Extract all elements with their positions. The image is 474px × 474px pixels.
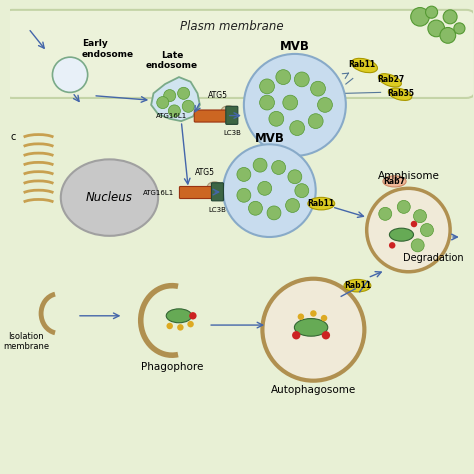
FancyBboxPatch shape [194, 110, 228, 122]
Ellipse shape [390, 228, 413, 241]
Circle shape [237, 188, 251, 202]
Circle shape [53, 57, 88, 92]
Circle shape [440, 27, 456, 43]
Text: Early
endosome: Early endosome [82, 39, 134, 59]
Text: Rab11: Rab11 [344, 281, 371, 290]
Circle shape [411, 8, 429, 26]
Text: Autophagosome: Autophagosome [271, 385, 356, 395]
Text: Isolation
membrane: Isolation membrane [3, 332, 49, 351]
Circle shape [223, 144, 316, 237]
Circle shape [420, 224, 433, 237]
Circle shape [379, 207, 392, 220]
Text: Rab27: Rab27 [377, 75, 404, 84]
Circle shape [157, 97, 169, 109]
Circle shape [166, 323, 173, 329]
Ellipse shape [61, 159, 158, 236]
Circle shape [298, 313, 304, 320]
Polygon shape [151, 77, 200, 121]
Circle shape [292, 331, 301, 339]
Circle shape [177, 324, 183, 331]
FancyBboxPatch shape [180, 186, 213, 199]
Text: Phagophore: Phagophore [141, 362, 203, 372]
Circle shape [454, 23, 465, 34]
Circle shape [426, 6, 438, 18]
Text: Rab7: Rab7 [383, 177, 406, 186]
Text: Amphisome: Amphisome [377, 172, 439, 182]
Text: c: c [11, 132, 16, 142]
Ellipse shape [221, 106, 236, 116]
Circle shape [397, 201, 410, 213]
Circle shape [267, 206, 281, 220]
Circle shape [322, 331, 330, 339]
Circle shape [258, 182, 272, 195]
Circle shape [308, 114, 323, 128]
Text: Rab11: Rab11 [308, 199, 335, 208]
Circle shape [260, 79, 274, 94]
Circle shape [428, 20, 445, 37]
FancyBboxPatch shape [226, 106, 238, 124]
FancyBboxPatch shape [3, 10, 474, 98]
Circle shape [269, 111, 284, 126]
Text: ATG5: ATG5 [194, 168, 214, 177]
Text: MVB: MVB [255, 132, 284, 145]
Circle shape [187, 321, 194, 328]
Circle shape [244, 54, 346, 156]
FancyBboxPatch shape [211, 183, 223, 201]
Text: Nucleus: Nucleus [86, 191, 133, 204]
Text: Plasm membrane: Plasm membrane [181, 19, 284, 33]
Circle shape [367, 188, 450, 272]
Text: Late
endosome: Late endosome [146, 51, 198, 70]
Ellipse shape [378, 73, 401, 87]
Ellipse shape [308, 197, 335, 210]
Ellipse shape [351, 58, 377, 73]
Circle shape [288, 170, 302, 184]
Text: ATG16L1: ATG16L1 [156, 113, 188, 119]
Circle shape [263, 279, 365, 381]
Circle shape [321, 315, 328, 321]
Text: LC3B: LC3B [209, 207, 227, 213]
Circle shape [285, 199, 300, 212]
Circle shape [276, 70, 291, 84]
Circle shape [443, 10, 457, 24]
Circle shape [318, 98, 332, 112]
Text: ATG16L1: ATG16L1 [143, 190, 174, 196]
Ellipse shape [294, 319, 328, 336]
Circle shape [248, 201, 263, 215]
Circle shape [310, 81, 326, 96]
Circle shape [189, 312, 197, 319]
Text: Rab35: Rab35 [388, 89, 414, 98]
Ellipse shape [388, 88, 412, 100]
Circle shape [389, 242, 395, 248]
Circle shape [283, 95, 298, 110]
Circle shape [168, 105, 181, 117]
Circle shape [182, 100, 194, 112]
Ellipse shape [207, 182, 222, 192]
Text: ATG5: ATG5 [209, 91, 228, 100]
Circle shape [260, 95, 274, 110]
Text: MVB: MVB [280, 40, 310, 54]
Text: LC3B: LC3B [223, 130, 241, 137]
Circle shape [253, 158, 267, 172]
Circle shape [164, 90, 176, 101]
Ellipse shape [344, 279, 371, 292]
Text: Rab11: Rab11 [348, 60, 375, 69]
Circle shape [237, 167, 251, 182]
Circle shape [411, 221, 417, 227]
Circle shape [413, 210, 427, 223]
Ellipse shape [383, 176, 406, 187]
Circle shape [295, 184, 309, 198]
Circle shape [411, 239, 424, 252]
Circle shape [272, 161, 285, 174]
Ellipse shape [166, 309, 191, 323]
Circle shape [290, 121, 305, 136]
Circle shape [178, 87, 190, 100]
Circle shape [310, 310, 317, 317]
Circle shape [294, 72, 309, 87]
Text: Degradation: Degradation [403, 253, 464, 263]
